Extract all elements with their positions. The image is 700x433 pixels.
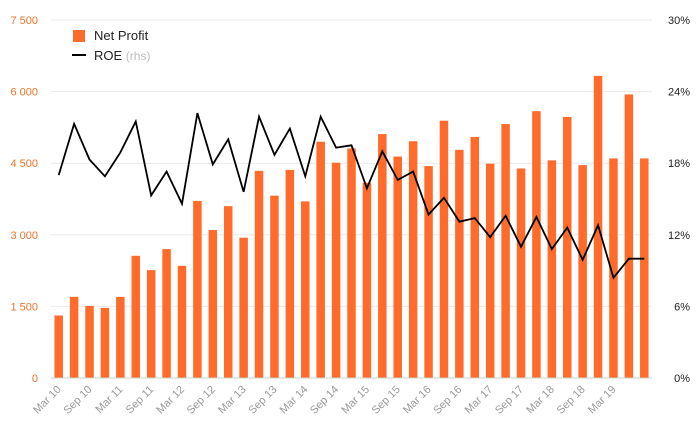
y-tick-label-left: 6 000	[10, 87, 38, 99]
x-tick-label: Sep 17	[493, 384, 526, 417]
bar-net-profit	[439, 120, 449, 378]
bar-net-profit	[285, 169, 295, 378]
y-tick-label-right: 0%	[674, 373, 690, 385]
x-tick-label: Sep 11	[124, 384, 157, 417]
x-tick-label: Mar 18	[524, 384, 557, 417]
y-tick-label-right: 24%	[668, 87, 690, 99]
bar-net-profit	[177, 265, 187, 378]
roe-line	[57, 112, 645, 280]
bar-net-profit	[455, 149, 464, 378]
bar-net-profit	[301, 201, 310, 378]
svg-text:ROE (rhs): ROE (rhs)	[94, 48, 150, 63]
bar-net-profit	[347, 148, 356, 378]
legend-swatch-net-profit	[73, 30, 85, 42]
legend-label-net-profit: Net Profit	[94, 28, 149, 43]
y-tick-label-right: 30%	[668, 15, 690, 27]
bar-net-profit	[316, 141, 325, 378]
x-tick-label: Mar 14	[278, 384, 311, 417]
bar-net-profit	[239, 237, 248, 378]
x-tick-label: Sep 13	[246, 384, 279, 417]
x-tick-label: Mar 15	[339, 384, 372, 417]
bar-net-profit	[193, 200, 202, 378]
bar-net-profit	[393, 156, 402, 378]
left-y-axis: 0 1 500 3 000 4 500 6 000 7 500	[10, 15, 38, 385]
x-tick-label: Sep 12	[185, 384, 218, 417]
x-tick-label: Sep 18	[555, 384, 588, 417]
y-tick-label-right: 12%	[668, 230, 690, 242]
bar-net-profit	[485, 163, 495, 378]
x-tick-label: Mar 12	[154, 384, 187, 417]
x-tick-label: Mar 13	[216, 384, 249, 417]
x-tick-label: Sep 15	[370, 384, 403, 417]
net-profit-bars	[54, 75, 649, 379]
bar-net-profit	[470, 136, 480, 378]
x-tick-label: Mar 11	[93, 384, 125, 416]
bar-net-profit	[516, 168, 526, 378]
bar-net-profit	[54, 315, 63, 378]
x-tick-label: Sep 14	[308, 384, 341, 417]
y-tick-label-left: 3 000	[10, 230, 38, 242]
bar-net-profit	[562, 116, 572, 379]
bar-net-profit	[331, 162, 341, 378]
bar-net-profit	[378, 134, 387, 378]
legend-label-roe-suffix: (rhs)	[126, 49, 151, 63]
y-tick-label-right: 6%	[674, 301, 690, 313]
x-tick-label: Mar 16	[401, 384, 434, 417]
bar-net-profit	[424, 166, 433, 378]
bar-net-profit	[532, 111, 541, 379]
y-tick-label-right: 18%	[668, 158, 690, 170]
bar-net-profit	[624, 94, 634, 379]
legend: Net Profit ROE (rhs)	[72, 28, 150, 63]
bar-net-profit	[408, 141, 418, 378]
bar-net-profit	[223, 206, 233, 378]
x-tick-label: Sep 10	[62, 384, 95, 417]
bar-net-profit	[501, 124, 510, 378]
bar-net-profit	[362, 182, 372, 378]
bar-net-profit	[69, 296, 79, 378]
bar-net-profit	[270, 195, 279, 378]
bar-net-profit	[578, 165, 587, 378]
bar-net-profit	[640, 158, 649, 378]
bar-net-profit	[547, 160, 557, 378]
bar-net-profit	[162, 249, 171, 378]
bar-net-profit	[131, 255, 141, 378]
y-tick-label-left: 4 500	[10, 158, 38, 170]
bar-net-profit	[208, 230, 218, 378]
bar-net-profit	[100, 307, 110, 378]
bar-net-profit	[116, 296, 125, 378]
roe-line-layer	[57, 112, 645, 280]
bar-net-profit	[85, 305, 94, 378]
x-tick-label: Sep 16	[431, 384, 464, 417]
bar-net-profit	[146, 270, 156, 378]
y-tick-label-left: 1 500	[10, 301, 38, 313]
right-y-axis: 0% 6% 12% 18% 24% 30%	[668, 15, 690, 385]
x-tick-label: Mar 17	[463, 384, 496, 417]
bar-net-profit	[609, 158, 618, 378]
bar-net-profit	[254, 170, 264, 378]
x-tick-label: Mar 10	[31, 384, 64, 417]
y-tick-label-left: 0	[32, 373, 38, 385]
x-tick-label: Mar 19	[586, 384, 619, 417]
legend-label-roe: ROE	[94, 48, 123, 63]
y-tick-label-left: 7 500	[10, 15, 38, 27]
